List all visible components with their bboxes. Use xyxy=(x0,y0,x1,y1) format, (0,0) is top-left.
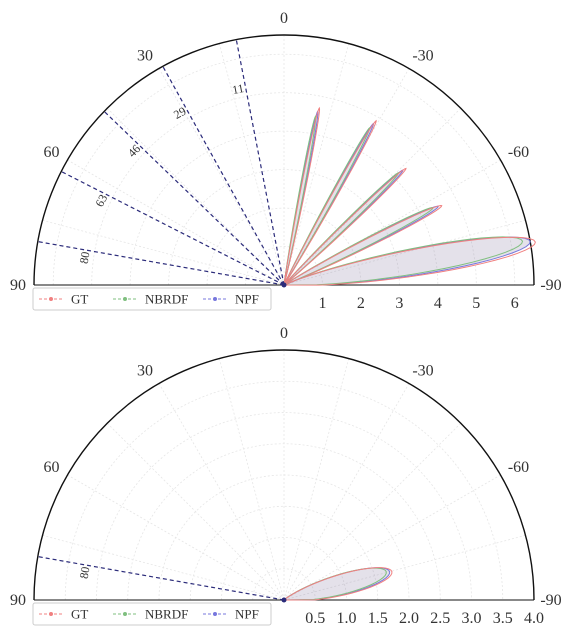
radial-gridline xyxy=(52,53,516,286)
legend-label: NBRDF xyxy=(145,607,188,622)
radial-tick-label: 3 xyxy=(395,295,403,312)
angle-gridline xyxy=(283,219,526,286)
legend-box xyxy=(32,287,272,311)
angle-gridline xyxy=(283,534,526,601)
angle-tick-label: -60 xyxy=(508,459,529,476)
radial-gridline xyxy=(158,474,410,601)
incident-line xyxy=(103,110,285,286)
angle-gridline xyxy=(106,107,285,286)
incident-angle-label: 29 xyxy=(171,104,188,122)
radial-tick-label: 3.0 xyxy=(462,610,482,627)
legend-marker xyxy=(213,297,217,301)
angle-tick-label: 60 xyxy=(44,144,60,161)
radial-tick-label: 1 xyxy=(318,295,326,312)
radial-gridline xyxy=(206,207,362,286)
radial-tick-label: 6 xyxy=(511,295,519,312)
angle-tick-label: 30 xyxy=(137,363,153,380)
radial-tick-label: 4.0 xyxy=(524,610,544,627)
angle-tick-label: -90 xyxy=(540,277,561,294)
legend-marker xyxy=(49,297,53,301)
incident-line xyxy=(60,170,285,286)
angle-gridline xyxy=(283,422,462,601)
legend-label: GT xyxy=(71,607,88,622)
legend-label: NPF xyxy=(235,607,259,622)
radial-gridline xyxy=(221,537,347,601)
radial-tick-label: 3.5 xyxy=(493,610,513,627)
angle-gridline xyxy=(106,422,285,601)
angle-tick-label: 0 xyxy=(280,325,288,342)
angle-gridline xyxy=(283,43,350,286)
angle-gridline xyxy=(158,383,285,601)
angle-tick-label: 0 xyxy=(280,10,288,27)
lobe-gt xyxy=(282,567,393,601)
lobe-gt xyxy=(283,167,407,286)
angle-tick-label: 60 xyxy=(44,459,60,476)
incident-line xyxy=(235,39,285,286)
radial-gridline xyxy=(252,568,316,601)
radial-tick-label: 4 xyxy=(434,295,442,312)
angle-gridline xyxy=(218,358,285,601)
legend-marker xyxy=(123,612,127,616)
incident-angle-label: 80 xyxy=(77,251,93,265)
incident-line xyxy=(162,66,285,286)
radial-gridline xyxy=(91,92,477,286)
polar-plot-top: 11 29 46 63 80 0 30 -30 60 -60 90 -90 1 2 3 4 5 6 GT NBRDF N… xyxy=(10,10,562,312)
origin-marker xyxy=(281,282,287,288)
incident-angle-label: 11 xyxy=(231,81,245,97)
incident-angle-label: 46 xyxy=(125,142,143,160)
legend-label: NBRDF xyxy=(145,292,188,307)
polar-plot-bottom: 80 0 30 -30 60 -60 90 -90 0.5 1.0 1.5 2.0 2.5 3.0 3.5 4… xyxy=(10,325,562,627)
angle-gridline xyxy=(67,159,285,286)
legend-label: NPF xyxy=(235,292,259,307)
angle-gridline xyxy=(283,474,501,601)
radial-tick-label: 2 xyxy=(357,295,365,312)
angle-tick-label: -90 xyxy=(540,592,561,609)
angle-tick-label: -30 xyxy=(412,363,433,380)
legend-box xyxy=(32,602,272,626)
radial-gridline xyxy=(64,380,504,601)
lobe-gt xyxy=(283,106,321,286)
radial-tick-label: 2.0 xyxy=(399,610,419,627)
angle-gridline xyxy=(158,68,285,286)
legend-marker xyxy=(49,612,53,616)
radial-gridline xyxy=(127,443,441,601)
polar-frame xyxy=(33,34,535,286)
legend-label: GT xyxy=(71,292,88,307)
polar-frame xyxy=(33,349,535,601)
legend-marker xyxy=(123,297,127,301)
angle-tick-label: 90 xyxy=(10,277,26,294)
lobe-gt xyxy=(283,119,377,286)
radial-tick-label: 2.5 xyxy=(430,610,450,627)
angle-tick-label: -60 xyxy=(508,144,529,161)
incident-angle-label: 80 xyxy=(77,566,93,580)
angle-tick-label: 90 xyxy=(10,592,26,609)
radial-tick-label: 0.5 xyxy=(305,610,325,627)
angle-gridline xyxy=(42,219,285,286)
radial-tick-label: 5 xyxy=(472,295,480,312)
angle-tick-label: 30 xyxy=(137,48,153,65)
incident-angle-label: 63 xyxy=(92,192,110,209)
radial-gridline xyxy=(129,130,439,286)
radial-tick-label: 1.0 xyxy=(337,610,357,627)
radial-tick-label: 1.5 xyxy=(368,610,388,627)
lobe-gt xyxy=(283,236,536,286)
angle-gridline xyxy=(218,43,285,286)
radial-gridline xyxy=(245,246,323,286)
radial-gridline xyxy=(168,169,400,286)
origin-marker xyxy=(281,597,287,603)
legend-marker xyxy=(213,612,217,616)
angle-tick-label: -30 xyxy=(412,48,433,65)
